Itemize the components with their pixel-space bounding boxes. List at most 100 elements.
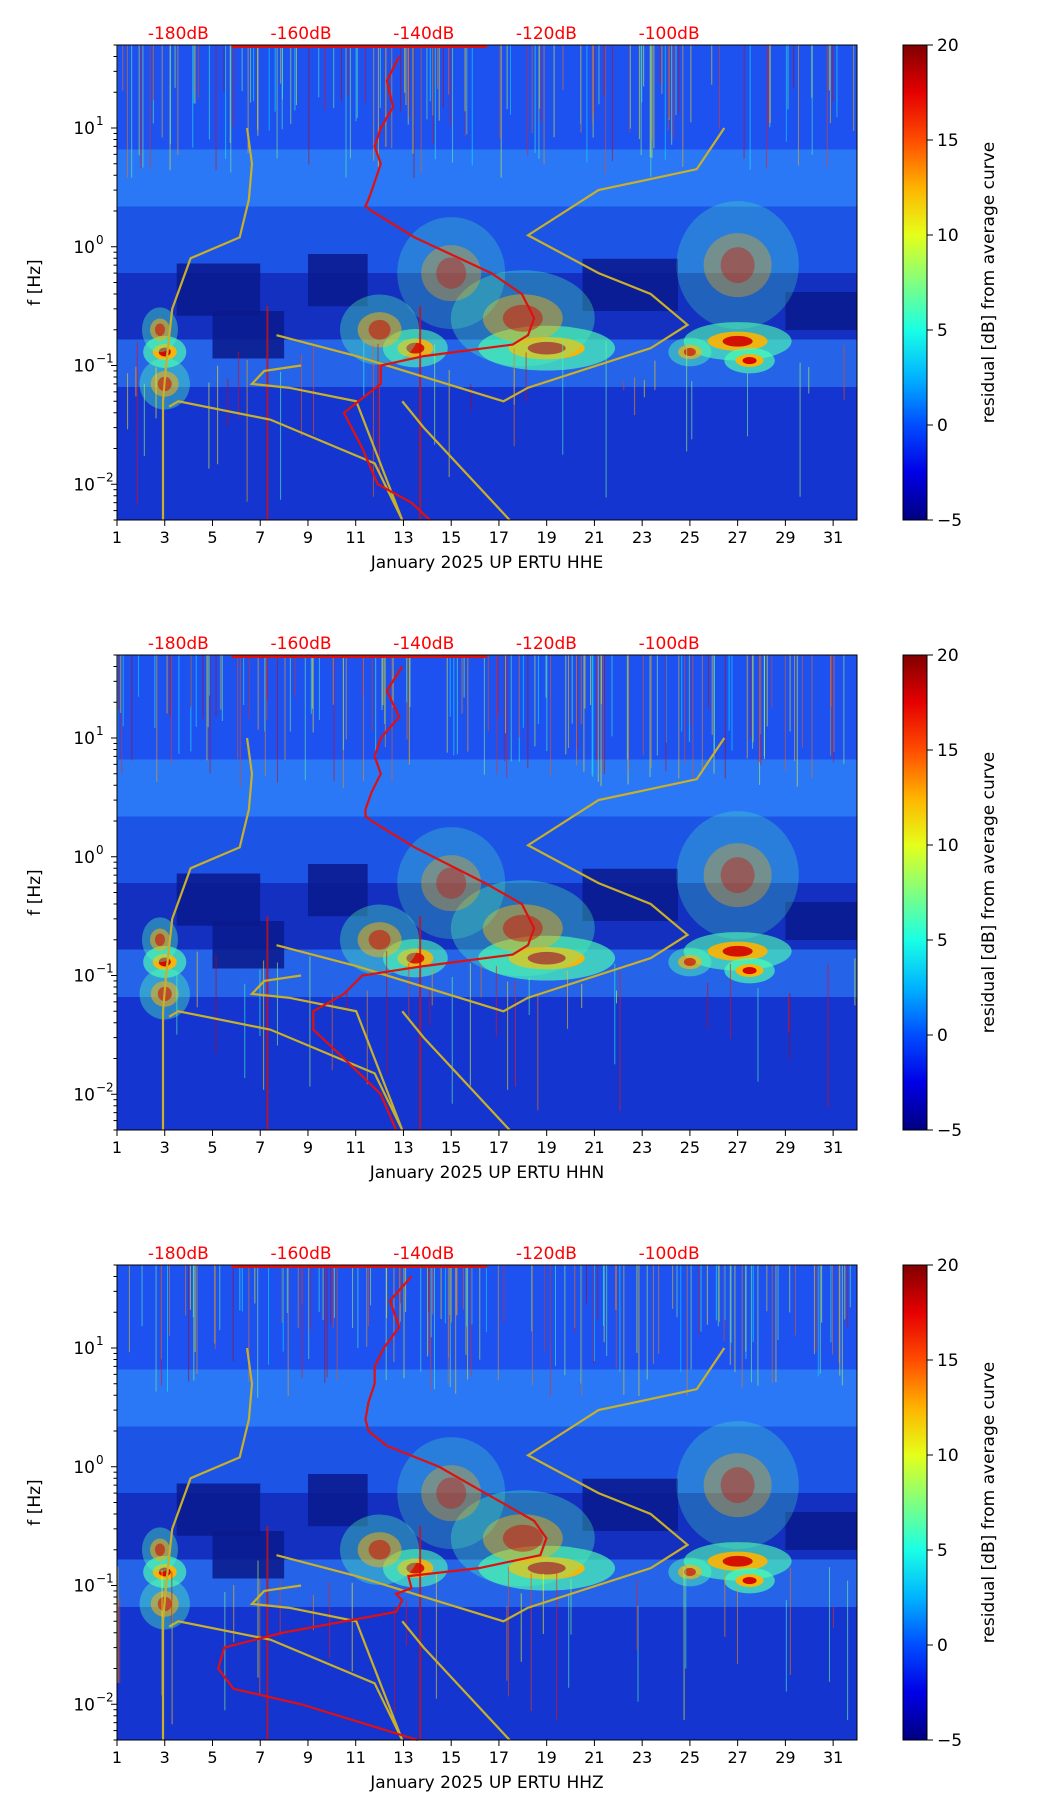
energy-halo — [676, 1421, 799, 1550]
colorbar-tick-label: −5 — [937, 1121, 962, 1141]
x-axis-label: January 2025 UP ERTU HHZ — [369, 1773, 603, 1793]
energy-core — [421, 245, 482, 302]
energy-peak — [722, 1555, 753, 1567]
x-tick-label: 31 — [823, 528, 843, 547]
y-tick-exponent: −2 — [96, 470, 114, 484]
y-tick-label: 10 — [73, 1695, 95, 1715]
energy-peak — [527, 341, 566, 355]
energy-peak — [154, 323, 165, 337]
x-tick-label: 23 — [632, 528, 652, 547]
x-axis-label: January 2025 UP ERTU HHE — [370, 553, 603, 573]
colorbar-tick-label: 0 — [937, 1636, 948, 1656]
x-tick-label: 11 — [346, 1748, 366, 1767]
energy-peak — [502, 1524, 543, 1552]
quiet-gap — [176, 873, 261, 926]
y-tick-label: 10 — [73, 475, 95, 495]
x-axis-label: January 2025 UP ERTU HHN — [369, 1163, 604, 1183]
y-tick-exponent: 1 — [96, 1334, 104, 1348]
colorbar-tick-label: 5 — [937, 321, 948, 341]
colorbar-tick-label: 0 — [937, 1026, 948, 1046]
x-tick-label: 1 — [112, 1138, 122, 1157]
colorbar-tick-label: 5 — [937, 931, 948, 951]
x-tick-label: 15 — [441, 528, 461, 547]
x-tick-label: 29 — [775, 1138, 795, 1157]
quiet-gap — [307, 254, 368, 307]
spectrogram-band — [117, 1426, 857, 1493]
energy-halo — [676, 811, 799, 940]
x-tick-label: 3 — [160, 1748, 170, 1767]
y-tick-label: 10 — [73, 1085, 95, 1105]
x-tick-label: 31 — [823, 1748, 843, 1767]
x-tick-label: 21 — [584, 528, 604, 547]
x-tick-label: 3 — [160, 528, 170, 547]
db-axis-label: -160dB — [271, 24, 332, 44]
quiet-gap — [212, 921, 285, 969]
x-tick-label: 7 — [255, 1138, 265, 1157]
x-tick-label: 19 — [536, 1138, 556, 1157]
x-tick-label: 13 — [393, 1748, 413, 1767]
x-tick-label: 23 — [632, 1138, 652, 1157]
energy-halo — [397, 827, 506, 940]
colorbar-tick-label: −5 — [937, 511, 962, 531]
x-tick-label: 13 — [393, 1138, 413, 1157]
x-tick-label: 17 — [489, 1748, 509, 1767]
quiet-gap — [785, 902, 857, 940]
energy-halo — [397, 1437, 506, 1550]
energy-peak — [742, 1576, 757, 1585]
x-tick-label: 21 — [584, 1748, 604, 1767]
x-tick-label: 25 — [680, 1748, 700, 1767]
x-tick-label: 25 — [680, 528, 700, 547]
energy-core — [421, 855, 482, 912]
y-tick-label: 10 — [73, 729, 95, 749]
noise-model-upper — [401, 400, 511, 521]
x-tick-label: 1 — [112, 1748, 122, 1767]
energy-peak — [154, 1543, 165, 1557]
quiet-gap — [307, 1474, 368, 1527]
y-tick-exponent: 0 — [96, 1453, 104, 1467]
energy-peak — [436, 867, 467, 899]
average-curve — [312, 665, 536, 1131]
energy-halo — [397, 217, 506, 330]
energy-peak — [683, 1567, 696, 1577]
spectrogram-band — [117, 387, 857, 520]
x-tick-label: 19 — [536, 528, 556, 547]
spectrogram-band — [117, 759, 857, 817]
energy-peak — [502, 914, 543, 942]
spectrogram-band — [117, 45, 857, 150]
quiet-gap — [785, 1512, 857, 1550]
average-curve — [342, 56, 536, 521]
db-axis-label: -100dB — [639, 634, 700, 654]
y-tick-label: 10 — [73, 357, 95, 377]
spectrogram-band — [117, 997, 857, 1130]
y-tick-exponent: 0 — [96, 233, 104, 247]
curves — [161, 655, 726, 1131]
y-tick-exponent: −1 — [96, 962, 114, 976]
y-tick-label: 10 — [73, 967, 95, 987]
spectrogram-area — [117, 1265, 857, 1740]
colorbar-tick-label: 10 — [937, 1446, 959, 1466]
quiet-gap — [212, 1531, 285, 1579]
x-tick-label: 25 — [680, 1138, 700, 1157]
db-axis-label: -180dB — [148, 634, 209, 654]
db-axis-label: -100dB — [639, 24, 700, 44]
y-tick-exponent: 0 — [96, 843, 104, 857]
energy-halo — [450, 880, 595, 977]
spectrogram-band — [117, 206, 857, 273]
y-tick-label: 10 — [73, 119, 95, 139]
energy-halo — [450, 1490, 595, 1587]
colorbar-tick-label: 0 — [937, 416, 948, 436]
x-tick-label: 17 — [489, 1138, 509, 1157]
y-tick-exponent: 1 — [96, 114, 104, 128]
x-tick-label: 9 — [303, 1748, 313, 1767]
x-tick-label: 27 — [727, 1138, 747, 1157]
y-tick-exponent: −1 — [96, 1572, 114, 1586]
spectrogram-area — [116, 45, 857, 520]
energy-peak — [720, 247, 755, 284]
noise-model-upper — [401, 1010, 511, 1131]
x-tick-label: 5 — [207, 528, 217, 547]
db-axis-label: -160dB — [271, 1244, 332, 1264]
spectrogram-band — [117, 1369, 857, 1427]
y-tick-label: 10 — [73, 1577, 95, 1597]
db-axis-label: -180dB — [148, 1244, 209, 1264]
db-axis-label: -140dB — [393, 1244, 454, 1264]
